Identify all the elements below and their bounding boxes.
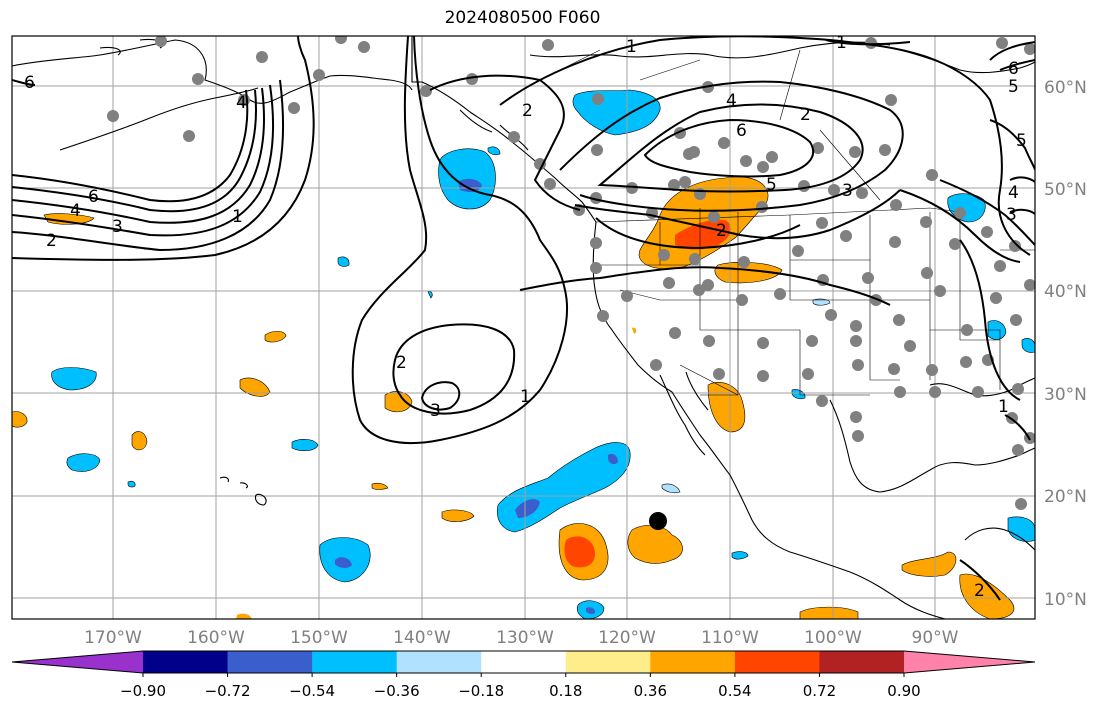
lon-label: 90°W [912, 628, 959, 648]
contour-label: 2 [974, 581, 985, 601]
contour-label: 6 [1008, 59, 1019, 79]
longitude-labels: 170°W 160°W 150°W 140°W 130°W 120°W 110°… [84, 628, 959, 648]
contour-label: 4 [1008, 183, 1019, 203]
contour-lines [12, 36, 1035, 601]
colorbar-extend-low [12, 651, 143, 673]
colorbar-tick-label: −0.36 [374, 682, 420, 700]
colorbar-extend-high [904, 651, 1035, 673]
contour-label: 2 [46, 231, 57, 251]
contour-label: 5 [1008, 77, 1019, 97]
colorbar-tick-label: 0.54 [718, 682, 751, 700]
colorbar-segment [312, 651, 398, 673]
lon-label: 100°W [804, 628, 862, 648]
contour-label: 1 [626, 37, 637, 57]
contour-label: 2 [522, 101, 533, 121]
colorbar-segment [819, 651, 905, 673]
graticule [12, 36, 1035, 619]
lat-label: 30°N [1044, 385, 1087, 405]
colorbar-segment [734, 651, 820, 673]
lon-label: 130°W [496, 628, 554, 648]
lon-label: 110°W [701, 628, 759, 648]
lat-label: 50°N [1044, 180, 1087, 200]
colorbar-tick-label: 0.90 [887, 682, 920, 700]
lon-label: 170°W [84, 628, 142, 648]
coastlines [12, 36, 1035, 619]
contour-label: 3 [1006, 205, 1017, 225]
contour-label: 3 [112, 217, 123, 237]
contour-label: 3 [430, 401, 441, 421]
contour-label: 5 [1016, 131, 1027, 151]
lat-label: 60°N [1044, 78, 1087, 98]
lat-label: 20°N [1044, 487, 1087, 507]
lat-label: 10°N [1044, 590, 1087, 610]
map-content: 6 4 3 2 1 6 4 2 3 1 2 1 4 6 2 5 3 2 1 6 … [12, 33, 1035, 619]
contour-label: 6 [736, 121, 747, 141]
colorbar-tick-label: 0.36 [634, 682, 667, 700]
map-title: 2024080500 F060 [444, 8, 601, 28]
lon-label: 120°W [598, 628, 656, 648]
lon-label: 150°W [290, 628, 348, 648]
colorbar-segment [650, 651, 736, 673]
contour-label: 1 [998, 397, 1009, 417]
contour-label: 5 [766, 175, 777, 195]
contour-label-set: 6 4 3 2 1 6 4 2 3 1 2 1 4 6 2 5 3 2 1 6 … [24, 33, 1027, 601]
contour-label: 4 [70, 201, 81, 221]
colorbar-tick-label: −0.72 [205, 682, 251, 700]
contour-label: 6 [24, 73, 35, 93]
contour-label: 6 [88, 187, 99, 207]
lon-label: 160°W [187, 628, 245, 648]
colorbar-tick-label: 0.72 [803, 682, 836, 700]
lat-label: 40°N [1044, 282, 1087, 302]
contour-label: 1 [232, 207, 243, 227]
contour-label: 2 [716, 221, 727, 241]
lon-label: 140°W [393, 628, 451, 648]
negative-anomaly-shading [51, 89, 1035, 619]
contour-label: 2 [800, 105, 811, 125]
colorbar: −0.90 −0.72 −0.54 −0.36 −0.18 0.18 0.36 0.54 0.7… [11, 650, 1036, 700]
latitude-labels: 60°N 50°N 40°N 30°N 20°N 10°N [1044, 78, 1087, 610]
storm-center-marker [649, 512, 667, 530]
station-markers [107, 36, 1035, 510]
colorbar-tick-label: 0.18 [549, 682, 582, 700]
map-frame [11, 35, 1036, 620]
colorbar-segment [481, 651, 567, 673]
contour-label: 3 [842, 181, 853, 201]
colorbar-tick-label: −0.54 [289, 682, 335, 700]
contour-label: 1 [836, 33, 847, 53]
contour-label: 1 [520, 387, 531, 407]
colorbar-segment [227, 651, 313, 673]
contour-label: 4 [236, 93, 247, 113]
positive-anomaly-shading [12, 176, 1015, 619]
colorbar-segment [396, 651, 482, 673]
contour-label: 4 [726, 91, 737, 111]
colorbar-tick-label: −0.90 [120, 682, 166, 700]
colorbar-segment [143, 651, 229, 673]
colorbar-segment [565, 651, 651, 673]
colorbar-tick-label: −0.18 [458, 682, 504, 700]
contour-label: 2 [396, 353, 407, 373]
